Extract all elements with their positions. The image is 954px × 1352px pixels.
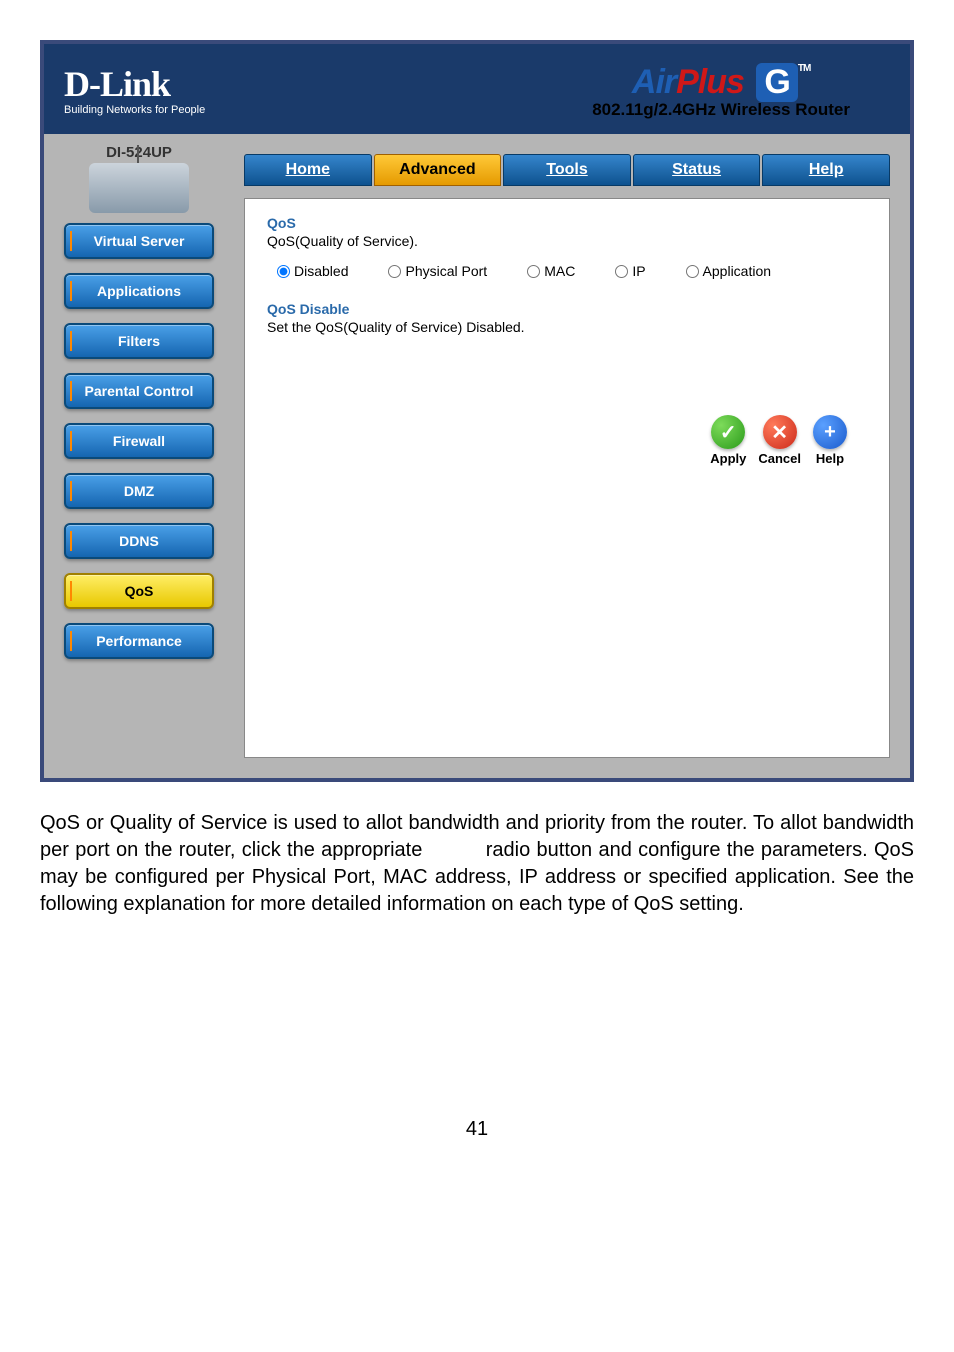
page-number: 41 [40, 1118, 914, 1141]
help-label: Help [816, 451, 844, 466]
radio-mac-input[interactable] [527, 265, 540, 278]
radio-physical-port[interactable]: Physical Port [388, 263, 487, 279]
tab-help[interactable]: Help [762, 154, 890, 186]
radio-mac[interactable]: MAC [527, 263, 575, 279]
trademark: TM [798, 63, 810, 74]
qos-disable-title: QoS Disable [267, 301, 867, 317]
sidebar-item-filters[interactable]: Filters [64, 323, 214, 359]
radio-ip[interactable]: IP [615, 263, 645, 279]
apply-label: Apply [710, 451, 746, 466]
tab-status[interactable]: Status [633, 154, 761, 186]
apply-button[interactable]: ✓ Apply [710, 415, 746, 466]
sidebar-item-qos[interactable]: QoS [64, 573, 214, 609]
radio-disabled-input[interactable] [277, 265, 290, 278]
radio-ip-label: IP [632, 263, 645, 279]
check-icon: ✓ [711, 415, 745, 449]
cancel-label: Cancel [758, 451, 801, 466]
qos-disable-desc: Set the QoS(Quality of Service) Disabled… [267, 319, 867, 335]
tab-home[interactable]: Home [244, 154, 372, 186]
tab-tools[interactable]: Tools [503, 154, 631, 186]
settings-panel: QoS QoS(Quality of Service). Disabled Ph… [244, 198, 890, 758]
sidebar-item-firewall[interactable]: Firewall [64, 423, 214, 459]
radio-mac-label: MAC [544, 263, 575, 279]
explanation-paragraph: QoS or Quality of Service is used to all… [40, 810, 914, 918]
qos-title: QoS [267, 215, 867, 231]
product-logo: AirPlus GTM 802.11g/2.4GHz Wireless Rout… [592, 63, 890, 120]
radio-disabled[interactable]: Disabled [277, 263, 348, 279]
qos-desc: QoS(Quality of Service). [267, 233, 867, 249]
help-button[interactable]: + Help [813, 415, 847, 466]
content-area: Home Advanced Tools Status Help QoS QoS(… [234, 134, 910, 778]
radio-application-input[interactable] [686, 265, 699, 278]
radio-disabled-label: Disabled [294, 263, 348, 279]
sidebar: DI-524UP Virtual Server Applications Fil… [44, 134, 234, 778]
sidebar-item-virtual-server[interactable]: Virtual Server [64, 223, 214, 259]
router-admin-window: D-Link Building Networks for People AirP… [40, 40, 914, 782]
sidebar-item-performance[interactable]: Performance [64, 623, 214, 659]
brand-tagline: Building Networks for People [64, 104, 205, 116]
radio-ip-input[interactable] [615, 265, 628, 278]
top-tabs: Home Advanced Tools Status Help [244, 154, 890, 186]
router-image [89, 163, 189, 213]
sidebar-item-dmz[interactable]: DMZ [64, 473, 214, 509]
product-g: G [756, 63, 797, 102]
brand-name: D-Link [64, 66, 205, 102]
sidebar-item-ddns[interactable]: DDNS [64, 523, 214, 559]
radio-physical-port-input[interactable] [388, 265, 401, 278]
product-subheader: 802.11g/2.4GHz Wireless Router [592, 100, 850, 120]
header-bar: D-Link Building Networks for People AirP… [44, 44, 910, 134]
sidebar-item-applications[interactable]: Applications [64, 273, 214, 309]
product-air: Air [632, 63, 676, 101]
tab-advanced[interactable]: Advanced [374, 154, 502, 186]
action-buttons: ✓ Apply ✕ Cancel + Help [267, 415, 867, 466]
model-label: DI-524UP [54, 140, 224, 163]
plus-icon: + [813, 415, 847, 449]
radio-application[interactable]: Application [686, 263, 772, 279]
radio-physical-port-label: Physical Port [405, 263, 487, 279]
sidebar-item-parental-control[interactable]: Parental Control [64, 373, 214, 409]
radio-application-label: Application [703, 263, 772, 279]
brand-logo: D-Link Building Networks for People [64, 66, 205, 116]
cancel-button[interactable]: ✕ Cancel [758, 415, 801, 466]
product-plus: Plus [676, 63, 744, 101]
close-icon: ✕ [763, 415, 797, 449]
qos-mode-radios: Disabled Physical Port MAC IP [267, 263, 867, 279]
